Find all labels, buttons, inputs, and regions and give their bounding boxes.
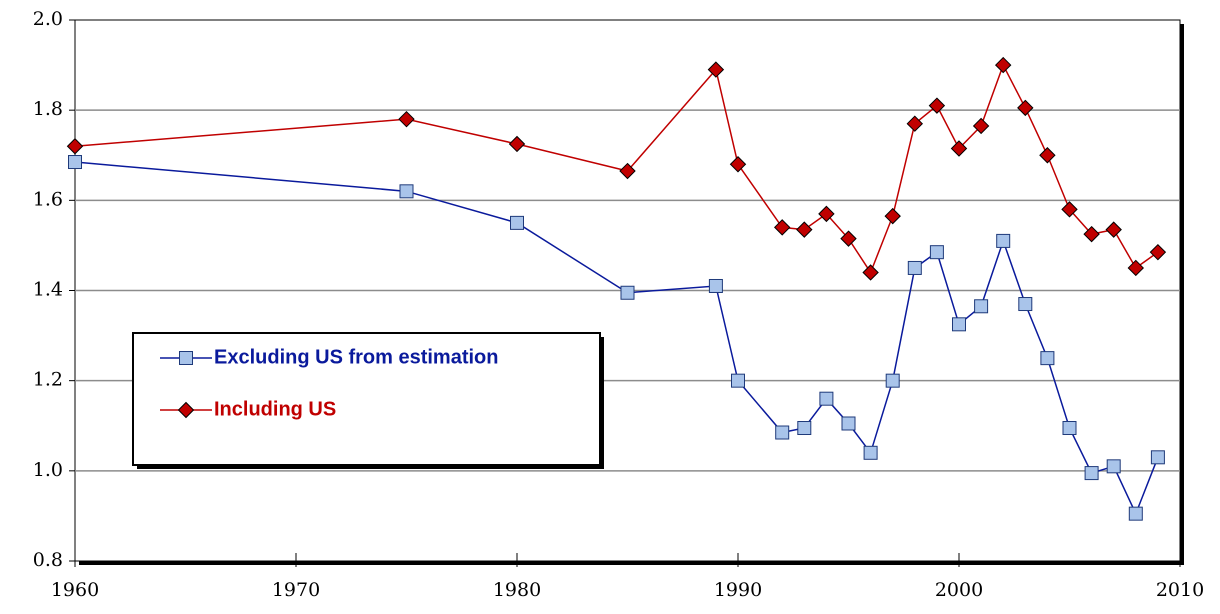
y-tick-label: 2.0 bbox=[33, 8, 63, 30]
marker bbox=[929, 245, 944, 260]
marker bbox=[841, 416, 856, 431]
x-tick-label: 2010 bbox=[1156, 579, 1204, 601]
legend bbox=[132, 332, 601, 466]
marker bbox=[1061, 201, 1078, 218]
y-tick-label: 1.4 bbox=[33, 279, 63, 301]
marker bbox=[994, 56, 1012, 74]
marker bbox=[775, 425, 790, 440]
marker bbox=[1017, 99, 1034, 117]
marker bbox=[885, 373, 900, 388]
marker bbox=[729, 156, 747, 173]
marker bbox=[399, 184, 414, 199]
marker bbox=[819, 391, 834, 406]
legend-marker bbox=[179, 351, 193, 365]
marker bbox=[862, 264, 879, 281]
legend-label: Including US bbox=[214, 398, 336, 420]
marker bbox=[708, 278, 723, 293]
marker bbox=[1018, 297, 1033, 312]
marker bbox=[952, 317, 966, 332]
y-tick-label: 0.8 bbox=[33, 549, 63, 571]
y-tick-label: 1.8 bbox=[33, 98, 63, 120]
x-tick-label: 1990 bbox=[714, 579, 762, 601]
marker bbox=[928, 97, 946, 114]
legend-marker bbox=[177, 401, 195, 419]
marker bbox=[620, 285, 635, 300]
marker bbox=[1150, 450, 1165, 465]
marker bbox=[773, 219, 791, 236]
marker bbox=[66, 138, 84, 155]
marker bbox=[1105, 221, 1122, 238]
marker bbox=[818, 205, 835, 223]
marker bbox=[906, 115, 924, 132]
marker bbox=[1084, 466, 1099, 481]
series-line bbox=[74, 161, 1159, 516]
x-tick-label: 1980 bbox=[493, 579, 541, 601]
marker bbox=[797, 421, 812, 436]
legend-label: Excluding US from estimation bbox=[214, 346, 498, 368]
marker bbox=[508, 135, 526, 153]
marker bbox=[398, 110, 415, 128]
marker bbox=[996, 233, 1011, 248]
y-tick-label: 1.2 bbox=[33, 369, 63, 391]
marker bbox=[1128, 506, 1143, 521]
marker bbox=[1083, 225, 1100, 243]
marker bbox=[68, 155, 82, 170]
y-tick-label: 1.6 bbox=[33, 188, 63, 210]
marker bbox=[974, 299, 989, 314]
marker bbox=[1062, 421, 1077, 436]
marker bbox=[1106, 459, 1121, 474]
marker bbox=[950, 140, 968, 157]
marker bbox=[863, 445, 878, 460]
marker bbox=[731, 373, 745, 388]
x-tick-label: 1960 bbox=[51, 579, 99, 601]
marker bbox=[907, 260, 922, 275]
marker bbox=[510, 215, 524, 230]
marker bbox=[796, 221, 813, 238]
marker bbox=[707, 61, 725, 78]
x-tick-label: 1970 bbox=[272, 579, 320, 601]
marker bbox=[840, 230, 857, 247]
marker bbox=[884, 207, 901, 225]
marker bbox=[1127, 259, 1145, 277]
y-tick-label: 1.0 bbox=[33, 459, 63, 481]
marker bbox=[972, 117, 990, 135]
x-tick-label: 2000 bbox=[935, 579, 983, 601]
marker bbox=[619, 162, 636, 180]
marker bbox=[1149, 243, 1167, 261]
marker bbox=[1039, 147, 1056, 164]
marker bbox=[1040, 351, 1055, 366]
